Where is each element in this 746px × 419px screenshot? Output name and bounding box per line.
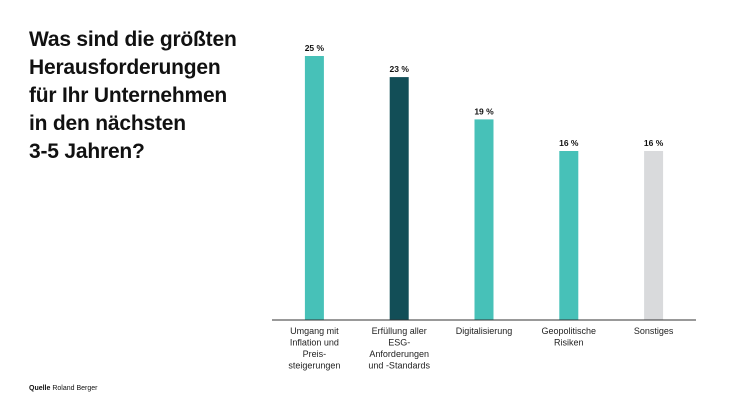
source-name: Roland Berger (52, 385, 98, 392)
bar (389, 77, 409, 320)
title-line: 3-5 Jahren? (29, 140, 145, 163)
source-label: Quelle (29, 385, 51, 392)
bar (474, 119, 494, 321)
source-note: Quelle Roland Berger (29, 385, 98, 392)
category-label: Sonstiges (634, 326, 674, 336)
value-label: 19 % (474, 106, 494, 116)
title-line: für Ihr Unternehmen (29, 84, 228, 107)
category-label: Erfüllung aller ESG-Anforderungen und -Sta… (368, 326, 430, 371)
bar (559, 151, 579, 320)
category-label: Geopolitische Risiken (542, 326, 597, 348)
bar (644, 151, 664, 320)
value-label: 16 % (644, 138, 664, 148)
value-label: 23 % (390, 64, 410, 74)
value-label: 16 % (559, 138, 579, 148)
value-label: 25 % (305, 43, 325, 53)
category-label: Umgang mit Inflation und Preis-steigerunge… (288, 326, 340, 371)
bar (304, 56, 324, 320)
title-line: Herausforderungen (29, 56, 221, 79)
title-line: in den nächsten (29, 112, 186, 135)
title-line: Was sind die größten (29, 28, 237, 51)
category-label: Digitalisierung (456, 326, 513, 336)
chart-title: Was sind die größten Herausforderungen f… (29, 26, 269, 166)
